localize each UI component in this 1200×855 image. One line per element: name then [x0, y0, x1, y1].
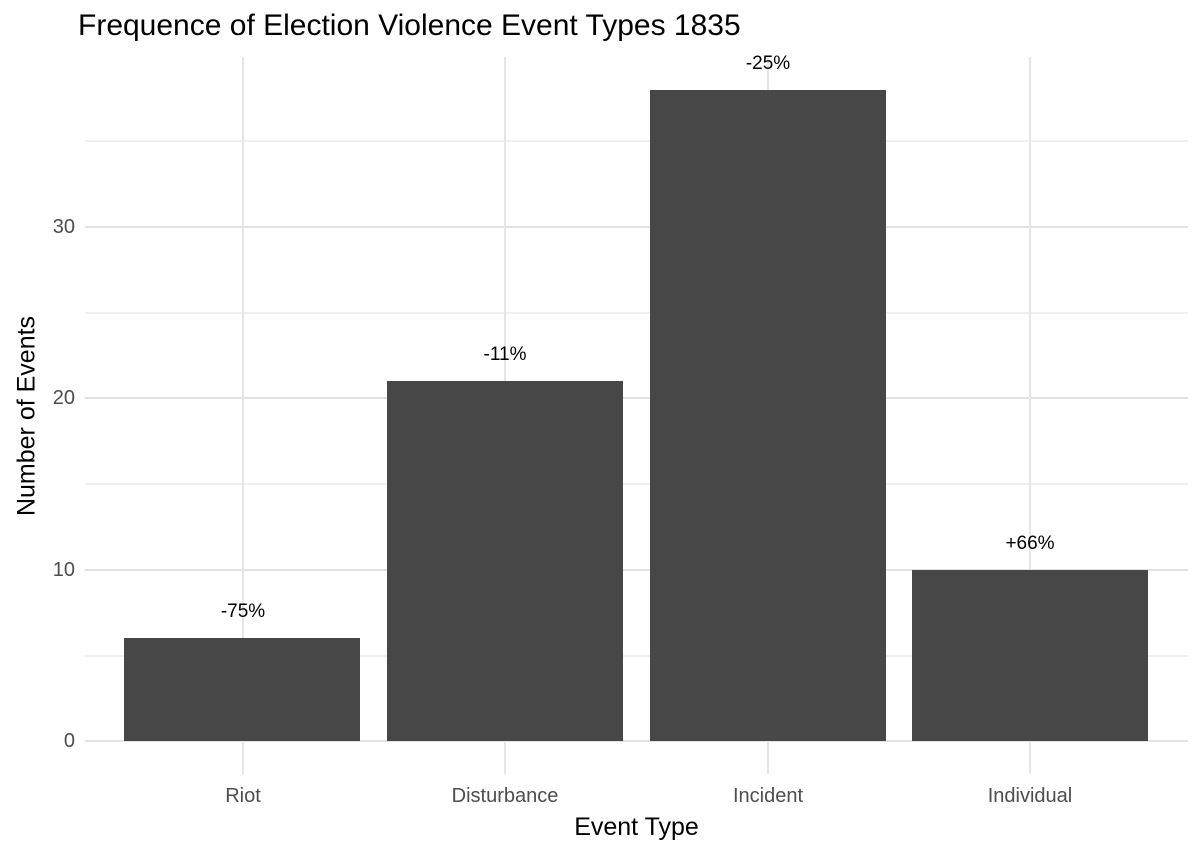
bar-riot: [124, 638, 360, 741]
gridline-y-major: [85, 740, 1188, 742]
y-tick-label: 10: [52, 559, 75, 581]
bar-value-label: -25%: [745, 53, 791, 74]
y-tick-label: 30: [52, 216, 75, 238]
bar-incident: [650, 90, 886, 741]
y-tick-label: 20: [52, 387, 75, 409]
x-axis-title: Event Type: [574, 813, 699, 841]
gridline-y-major: [85, 397, 1188, 399]
gridline-y-minor: [85, 483, 1188, 485]
gridline-y-minor: [85, 312, 1188, 314]
bar-disturbance: [387, 381, 623, 741]
x-tick-label: Riot: [225, 785, 261, 807]
x-tick-label: Disturbance: [451, 785, 559, 807]
gridline-y-major: [85, 226, 1188, 228]
gridline-x-major: [242, 57, 244, 774]
gridline-x-major: [1029, 57, 1031, 774]
gridline-y-minor: [85, 655, 1188, 657]
gridline-y-major: [85, 569, 1188, 571]
x-tick-label: Incident: [732, 785, 804, 807]
bar-value-label: -75%: [220, 601, 266, 622]
gridline-y-minor: [85, 140, 1188, 142]
chart-title: Frequence of Election Violence Event Typ…: [78, 9, 741, 42]
bar-individual: [912, 570, 1148, 741]
y-tick-label: 0: [63, 730, 75, 752]
y-axis-title: Number of Events: [12, 315, 41, 517]
bar-value-label: +66%: [1005, 533, 1055, 554]
x-tick-label: Individual: [987, 785, 1073, 807]
bar-value-label: -11%: [483, 344, 527, 365]
